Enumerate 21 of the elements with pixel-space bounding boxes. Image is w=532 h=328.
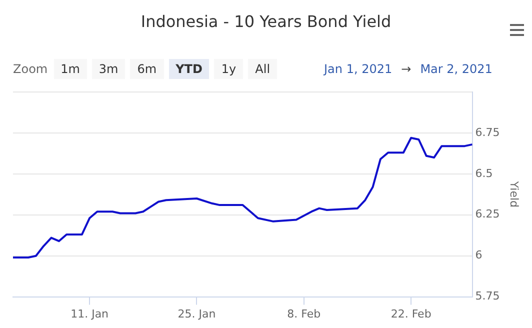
y-tick-label: 6 xyxy=(475,248,482,262)
y-tick-label: 6.5 xyxy=(475,166,493,180)
text: 6m xyxy=(130,59,164,79)
text: Mar 2, 2021 xyxy=(420,62,492,76)
text: Jan 1, 2021 xyxy=(324,62,392,76)
text: → xyxy=(401,62,412,76)
text: 3m xyxy=(92,59,126,79)
y-tick-label: 5.75 xyxy=(475,290,500,303)
y-tick-label: 6.75 xyxy=(475,126,500,139)
x-tick-label: 22. Feb xyxy=(390,307,432,320)
text: All xyxy=(248,59,278,79)
text: 1m xyxy=(54,59,87,79)
y-axis-title: Yield xyxy=(508,180,521,208)
chart-title: Indonesia - 10 Years Bond Yield xyxy=(140,12,392,31)
y-tick-label: 6.25 xyxy=(475,208,500,221)
text: 1y xyxy=(214,59,244,79)
x-tick-label: 11. Jan xyxy=(70,307,109,320)
x-tick-label: 8. Feb xyxy=(287,307,321,320)
text: YTD xyxy=(168,59,210,79)
x-tick-label: 25. Jan xyxy=(178,307,216,320)
text: Zoom xyxy=(13,62,48,76)
